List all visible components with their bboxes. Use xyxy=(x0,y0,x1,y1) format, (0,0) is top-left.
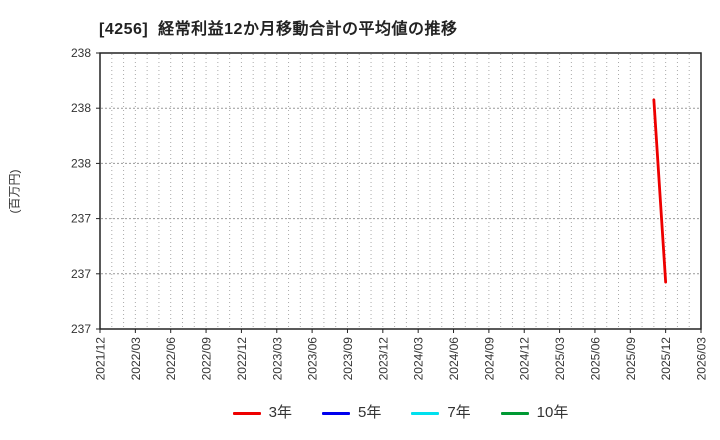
legend-swatch-5y-line xyxy=(321,411,350,415)
svg-text:237: 237 xyxy=(71,322,91,336)
svg-text:2026/03: 2026/03 xyxy=(695,337,709,381)
svg-text:2021/12: 2021/12 xyxy=(94,337,108,381)
legend-label-3y: 3年 xyxy=(268,404,292,421)
svg-text:2023/09: 2023/09 xyxy=(341,337,355,381)
svg-text:238: 238 xyxy=(71,156,91,170)
y-gridlines xyxy=(101,107,700,275)
legend-label-5y: 5年 xyxy=(357,404,382,421)
x-tick-labels: 2021/12 2022/03 2022/06 2022/09 2022/12 2023/… xyxy=(94,337,709,381)
legend-item-7y: 7年 xyxy=(411,403,471,423)
svg-text:238: 238 xyxy=(71,46,91,60)
legend: 3年 5年 7年 10年 xyxy=(100,403,701,423)
legend-swatch-10y-line xyxy=(500,411,529,415)
svg-text:2024/12: 2024/12 xyxy=(518,337,532,381)
axis-ticks xyxy=(96,52,702,333)
svg-text:2025/09: 2025/09 xyxy=(624,337,638,381)
svg-text:2024/03: 2024/03 xyxy=(412,337,426,381)
plot-border xyxy=(99,52,702,330)
svg-text:2022/03: 2022/03 xyxy=(129,337,143,381)
svg-text:2023/06: 2023/06 xyxy=(306,337,320,381)
svg-text:2025/12: 2025/12 xyxy=(659,337,673,381)
series-line-3年 xyxy=(652,98,668,284)
svg-text:2022/09: 2022/09 xyxy=(200,337,214,381)
legend-item-5y: 5年 xyxy=(321,403,382,423)
svg-text:238: 238 xyxy=(71,101,91,115)
svg-text:2023/12: 2023/12 xyxy=(376,337,390,381)
svg-text:2025/06: 2025/06 xyxy=(588,337,602,381)
svg-text:2022/12: 2022/12 xyxy=(235,337,249,381)
x-gridlines xyxy=(111,54,690,328)
y-tick-labels: 237 237 237 238 238 238 xyxy=(71,46,91,336)
svg-text:237: 237 xyxy=(71,212,91,226)
svg-text:2022/06: 2022/06 xyxy=(164,337,178,381)
legend-item-10y: 10年 xyxy=(500,403,569,423)
svg-text:2025/03: 2025/03 xyxy=(553,337,567,381)
svg-text:2023/03: 2023/03 xyxy=(270,337,284,381)
svg-text:2024/06: 2024/06 xyxy=(447,337,461,381)
legend-label-10y: 10年 xyxy=(536,404,569,421)
svg-text:2024/09: 2024/09 xyxy=(482,337,496,381)
legend-swatch-7y-line xyxy=(411,411,440,415)
legend-label-7y: 7年 xyxy=(447,404,471,421)
svg-text:237: 237 xyxy=(71,267,91,281)
legend-item-3y: 3年 xyxy=(232,403,292,423)
legend-swatch-3y-line xyxy=(232,411,261,415)
chart-title: [4256] 経常利益12か月移動合計の平均値の推移 xyxy=(99,21,458,38)
